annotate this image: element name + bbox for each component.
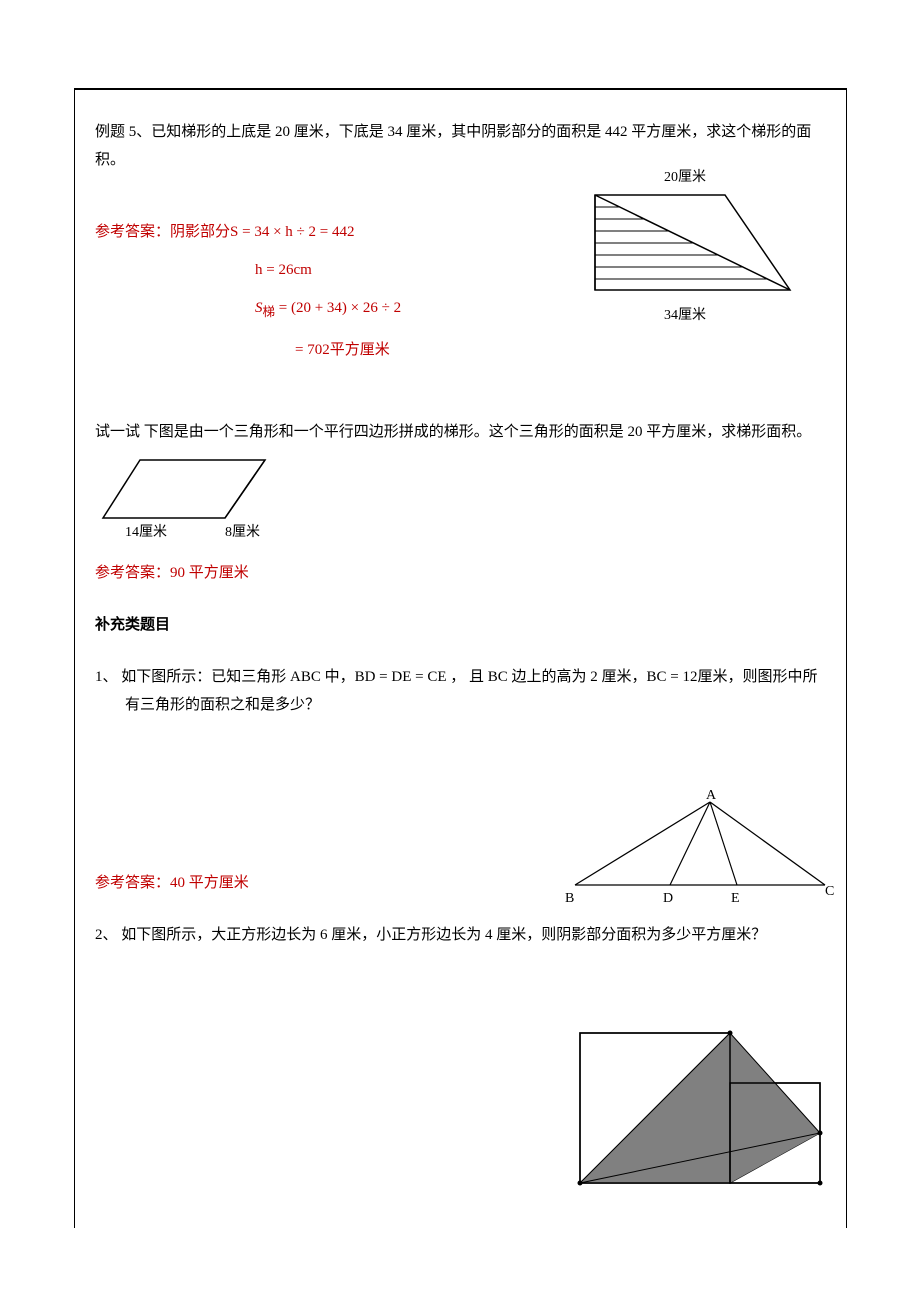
s-symbol: S [255, 300, 263, 316]
answer-eq1: 阴影部分S = 34 × h ÷ 2 = 442 [170, 224, 354, 240]
label-A: A [706, 790, 717, 803]
figure-bottom-label: 34厘米 [555, 304, 815, 324]
q2-figure [565, 1023, 845, 1198]
example5-answer-line4: = 702平方厘米 [295, 336, 826, 364]
figure-top-label: 20厘米 [555, 166, 815, 186]
q1-figure: A B C D E [555, 790, 855, 915]
tryit-prompt: 试一试 下图是由一个三角形和一个平行四边形拼成的梯形。这个三角形的面积是 20 … [95, 418, 826, 446]
label-B: B [565, 891, 574, 906]
triangle-abc-svg: A B C D E [555, 790, 845, 910]
q2-text: 2、 如下图所示，大正方形边长为 6 厘米，小正方形边长为 4 厘米，则阴影部分… [95, 921, 826, 949]
tryit-figure: 14厘米 8厘米 [95, 452, 826, 545]
page: 例题 5、已知梯形的上底是 20 厘米，下底是 34 厘米，其中阴影部分的面积是… [0, 0, 920, 1302]
label-E: E [731, 891, 740, 906]
s-formula: = (20 + 34) × 26 ÷ 2 [275, 300, 401, 316]
q1-answer-label: 参考答案： [95, 875, 170, 891]
squares-svg [565, 1023, 825, 1193]
tryit-answer-label: 参考答案： [95, 565, 170, 581]
example5-figure: 20厘米 34厘米 [555, 166, 815, 324]
content-frame: 例题 5、已知梯形的上底是 20 厘米，下底是 34 厘米，其中阴影部分的面积是… [74, 88, 847, 1228]
label-C: C [825, 884, 834, 899]
s-subscript: 梯 [263, 305, 276, 319]
q1-answer-text: 40 平方厘米 [170, 875, 249, 891]
supplement-title: 补充类题目 [95, 611, 826, 639]
base-right-label: 8厘米 [225, 524, 260, 540]
answer-label: 参考答案： [95, 224, 170, 240]
label-D: D [663, 891, 673, 906]
base-left-label: 14厘米 [125, 524, 167, 540]
tryit-answer-text: 90 平方厘米 [170, 565, 249, 581]
parallelogram-svg: 14厘米 8厘米 [95, 452, 285, 540]
trapezoid-svg [575, 190, 795, 300]
q1-text: 1、 如下图所示：已知三角形 ABC 中，BD = DE = CE ， 且 BC… [95, 663, 826, 719]
tryit-answer: 参考答案：90 平方厘米 [95, 559, 826, 587]
